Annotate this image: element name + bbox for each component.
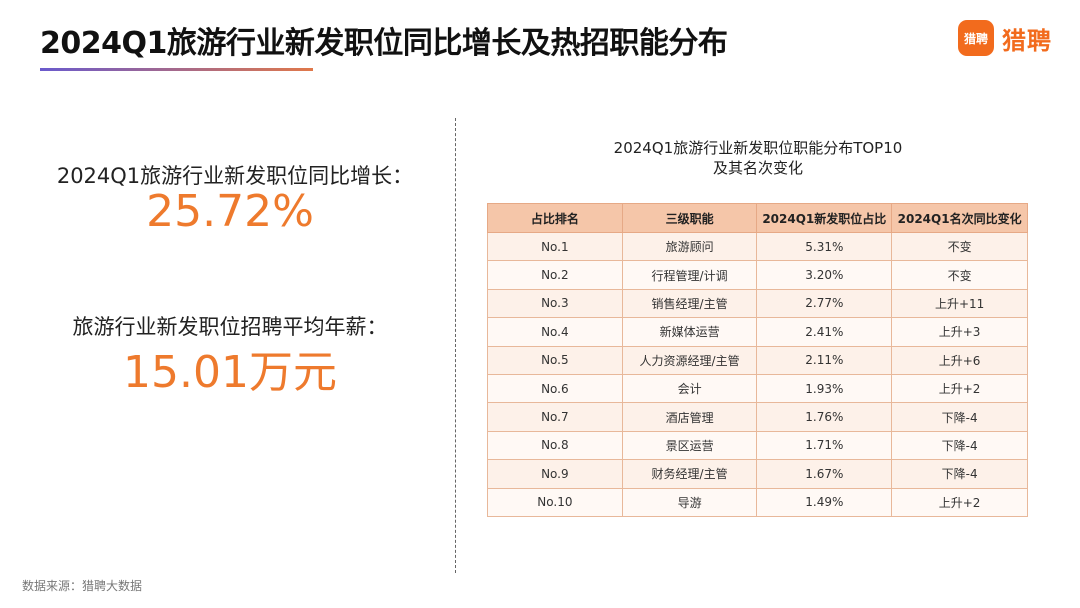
table-row: No.7 酒店管理 1.76% 下降-4	[487, 402, 1028, 432]
cell-change: 不变	[891, 231, 1028, 262]
cell-rank: No.7	[487, 402, 623, 432]
cell-change: 上升+2	[891, 373, 1028, 404]
data-source: 数据来源：猎聘大数据	[22, 579, 143, 593]
cell-function: 旅游顾问	[621, 231, 758, 262]
table-row: No.6 会计 1.93% 上升+2	[487, 373, 1028, 404]
cell-share: 1.67%	[756, 459, 893, 489]
cell-rank: No.9	[487, 459, 623, 489]
growth-value: 25.72%	[146, 186, 314, 237]
cell-function: 导游	[621, 487, 758, 517]
cell-share: 2.77%	[756, 288, 893, 319]
top10-table: 占比排名 三级职能 2024Q1新发职位占比 2024Q1名次同比变化 No.1…	[487, 203, 1028, 517]
cell-share: 3.20%	[756, 260, 893, 290]
table-row: No.5 人力资源经理/主管 2.11% 上升+6	[487, 345, 1028, 375]
cell-rank: No.5	[487, 345, 623, 375]
cell-function: 财务经理/主管	[621, 459, 758, 489]
cell-share: 2.11%	[756, 345, 893, 375]
table-body: No.1 旅游顾问 5.31% 不变 No.2 行程管理/计调 3.20% 不变 No.3 销售经…	[487, 231, 1028, 517]
cell-change: 上升+6	[891, 345, 1028, 375]
table-row: No.3 销售经理/主管 2.77% 上升+11	[487, 288, 1028, 319]
cell-function: 景区运营	[621, 430, 758, 461]
header-share: 2024Q1新发职位占比	[756, 203, 893, 233]
table-row: No.8 景区运营 1.71% 下降-4	[487, 430, 1028, 461]
table-row: No.10 导游 1.49% 上升+2	[487, 487, 1028, 517]
cell-change: 不变	[891, 260, 1028, 290]
cell-function: 行程管理/计调	[621, 260, 758, 290]
cell-change: 上升+3	[891, 317, 1028, 347]
dashed-divider	[455, 118, 456, 573]
table-row: No.4 新媒体运营 2.41% 上升+3	[487, 317, 1028, 347]
table-row: No.1 旅游顾问 5.31% 不变	[487, 231, 1028, 262]
title-underline	[40, 68, 313, 71]
cell-share: 2.41%	[756, 317, 893, 347]
table-header-row: 占比排名 三级职能 2024Q1新发职位占比 2024Q1名次同比变化	[487, 203, 1028, 233]
cell-function: 销售经理/主管	[621, 288, 758, 319]
liepin-logo: 猎聘 猎聘	[958, 20, 1052, 56]
cell-change: 下降-4	[891, 459, 1028, 489]
cell-change: 下降-4	[891, 402, 1028, 432]
header-function: 三级职能	[621, 203, 758, 233]
cell-rank: No.2	[487, 260, 623, 290]
cell-function: 新媒体运营	[621, 317, 758, 347]
cell-change: 上升+2	[891, 487, 1028, 517]
cell-share: 1.76%	[756, 402, 893, 432]
cell-function: 酒店管理	[621, 402, 758, 432]
cell-rank: No.6	[487, 373, 623, 404]
cell-change: 下降-4	[891, 430, 1028, 461]
cell-function: 会计	[621, 373, 758, 404]
cell-rank: No.10	[487, 487, 623, 517]
cell-share: 1.93%	[756, 373, 893, 404]
logo-badge-icon: 猎聘	[958, 20, 994, 56]
cell-rank: No.4	[487, 317, 623, 347]
salary-label: 旅游行业新发职位招聘平均年薪：	[72, 315, 388, 339]
page-title: 2024Q1旅游行业新发职位同比增长及热招职能分布	[40, 26, 728, 61]
cell-rank: No.8	[487, 430, 623, 461]
table-row: No.2 行程管理/计调 3.20% 不变	[487, 260, 1028, 290]
cell-share: 1.71%	[756, 430, 893, 461]
cell-share: 1.49%	[756, 487, 893, 517]
header-rank: 占比排名	[487, 203, 623, 233]
cell-change: 上升+11	[891, 288, 1028, 319]
cell-rank: No.1	[487, 231, 623, 262]
header-change: 2024Q1名次同比变化	[891, 203, 1028, 233]
table-title: 2024Q1旅游行业新发职位职能分布TOP10 及其名次变化	[613, 139, 903, 177]
growth-label: 2024Q1旅游行业新发职位同比增长：	[56, 164, 414, 188]
cell-share: 5.31%	[756, 231, 893, 262]
table-row: No.9 财务经理/主管 1.67% 下降-4	[487, 459, 1028, 489]
salary-value: 15.01万元	[123, 347, 337, 398]
cell-rank: No.3	[487, 288, 623, 319]
cell-function: 人力资源经理/主管	[621, 345, 758, 375]
logo-text: 猎聘	[1002, 26, 1052, 55]
